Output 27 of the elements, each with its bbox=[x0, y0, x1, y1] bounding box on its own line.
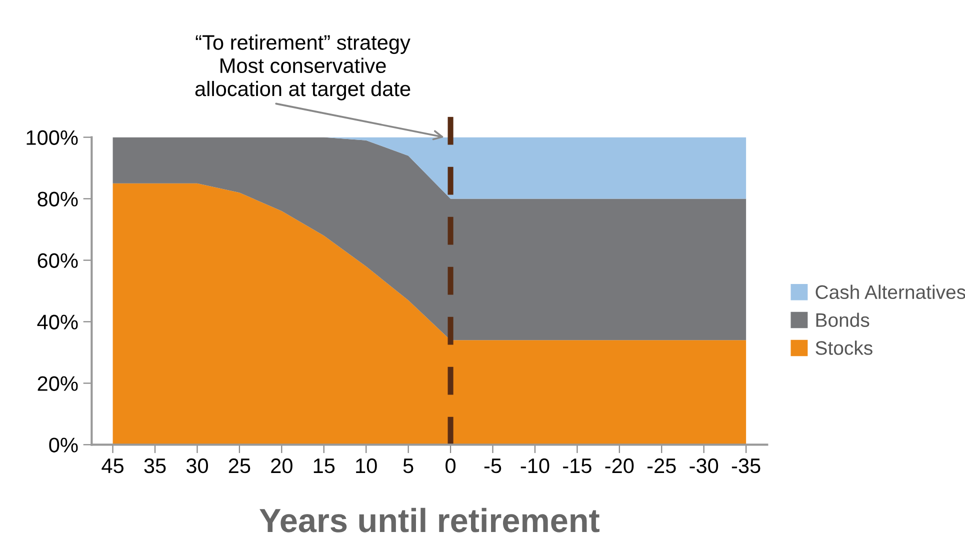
x-tick-label: 20 bbox=[271, 458, 292, 474]
x-tick-label: -10 bbox=[520, 458, 550, 474]
x-tick-label: 45 bbox=[102, 458, 124, 474]
x-tick-label: 35 bbox=[144, 458, 166, 474]
legend-label: Bonds bbox=[816, 312, 870, 327]
y-tick-label: 60% bbox=[38, 253, 78, 268]
y-tick-label: 100% bbox=[26, 130, 78, 146]
x-tick-label: 0 bbox=[446, 458, 456, 474]
annotation: “To retirement” strategy Most conservative allocation at target date bbox=[195, 34, 410, 100]
y-tick-label: 0% bbox=[49, 438, 78, 452]
y-tick-label: 80% bbox=[38, 192, 78, 206]
x-tick-label: -35 bbox=[732, 458, 760, 474]
x-tick-label: 25 bbox=[228, 458, 250, 474]
x-tick-label: 5 bbox=[403, 458, 414, 474]
x-axis-title: Years until retirement bbox=[260, 508, 600, 532]
x-tick-label: -5 bbox=[484, 458, 502, 474]
y-tick-label: 40% bbox=[37, 314, 78, 330]
legend-label: Cash Alternatives bbox=[816, 284, 965, 300]
x-tick-label: 15 bbox=[314, 458, 335, 474]
legend-label: Stocks bbox=[816, 340, 872, 355]
y-tick-label: 20% bbox=[38, 376, 78, 391]
x-tick-label: -30 bbox=[690, 458, 718, 474]
x-tick-label: 10 bbox=[356, 458, 377, 474]
x-tick-label: -15 bbox=[563, 458, 592, 474]
x-tick-label: -20 bbox=[605, 458, 634, 474]
x-tick-label: 30 bbox=[186, 458, 208, 474]
x-tick-label: -25 bbox=[648, 458, 676, 474]
